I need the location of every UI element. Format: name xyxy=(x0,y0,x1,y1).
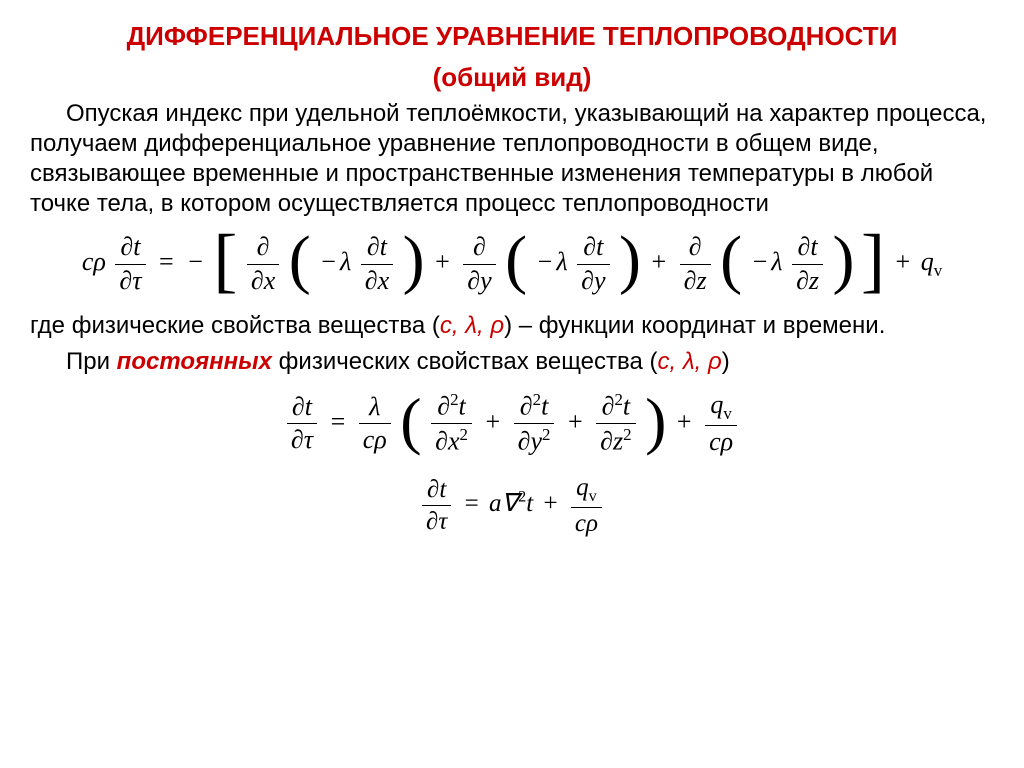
vars-1: c, λ, ρ xyxy=(440,312,504,339)
paragraph-2: где физические свойства вещества (c, λ, … xyxy=(30,311,994,341)
paragraph-3: При постоянных физических свойствах веще… xyxy=(30,347,994,377)
equation-1: cρ ∂t ∂τ = − [ ∂ ∂x ( −λ ∂t ∂x ) + ∂ ∂y … xyxy=(30,231,994,297)
page-subtitle: (общий вид) xyxy=(30,61,994,94)
vars-2: c, λ, ρ xyxy=(658,348,722,375)
paragraph-1: Опуская индекс при удельной теплоёмкости… xyxy=(30,99,994,219)
equation-3: ∂t ∂τ = a∇2t + qv cρ xyxy=(30,472,994,539)
equation-2: ∂t ∂τ = λ cρ ( ∂2t ∂x2 + ∂2t ∂y2 + ∂2t ∂… xyxy=(30,389,994,458)
page-title: ДИФФЕРЕНЦИАЛЬНОЕ УРАВНЕНИЕ ТЕПЛОПРОВОДНО… xyxy=(30,20,994,53)
emph-constant: постоянных xyxy=(117,348,272,375)
